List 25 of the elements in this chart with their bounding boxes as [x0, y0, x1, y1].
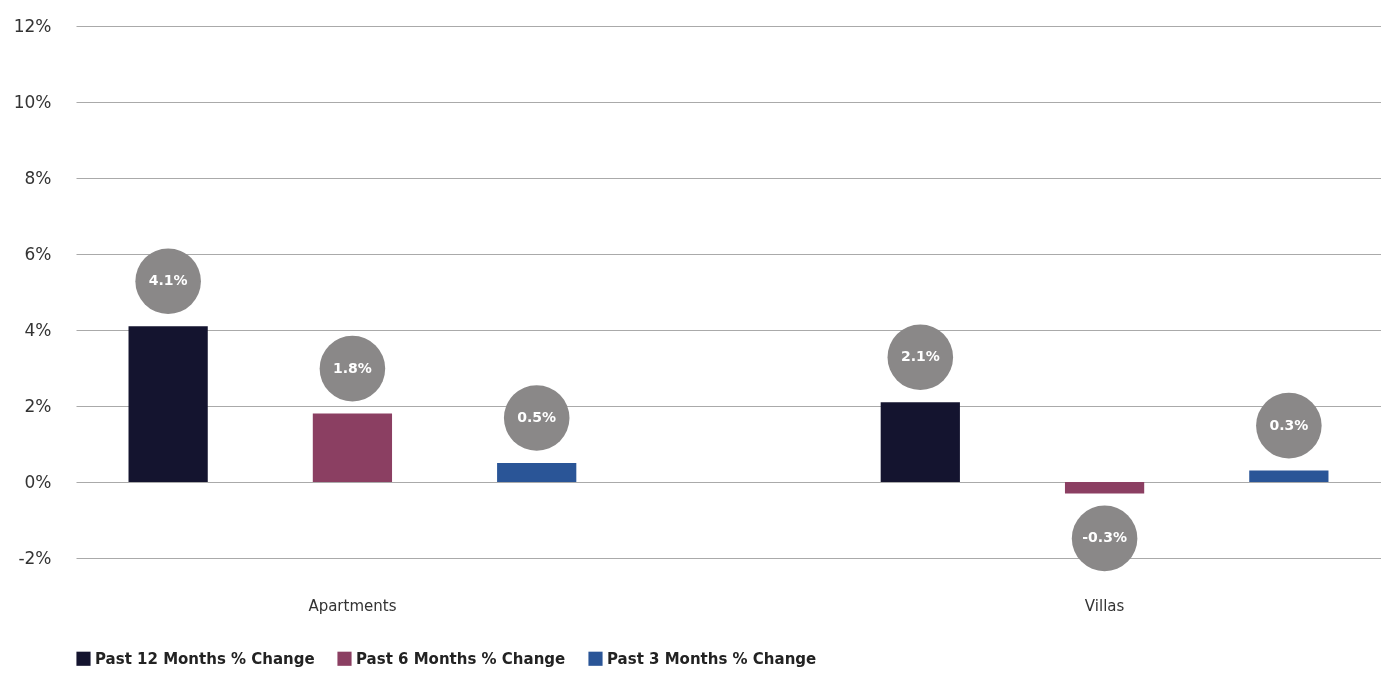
bar	[880, 402, 960, 482]
bar	[312, 413, 393, 482]
bar	[128, 326, 208, 482]
legend-label: Past 3 Months % Change	[607, 649, 817, 668]
data-label: 4.1%	[148, 272, 188, 289]
y-tick-label: 6%	[24, 243, 52, 264]
y-tick-label: 12%	[13, 15, 52, 36]
y-tick-label: -2%	[18, 547, 52, 568]
x-tick-label: Villas	[1084, 596, 1125, 615]
data-label: 1.8%	[333, 359, 372, 376]
data-label: 2.1%	[900, 348, 940, 365]
legend-label: Past 6 Months % Change	[356, 649, 566, 668]
data-label: -0.3%	[1082, 529, 1127, 546]
x-tick-label: Apartments	[308, 596, 397, 615]
y-tick-label: 0%	[24, 471, 52, 492]
bar	[1249, 470, 1329, 482]
y-tick-label: 8%	[24, 167, 52, 188]
y-tick-label: 4%	[24, 319, 52, 340]
data-label: 0.5%	[517, 409, 557, 425]
bar	[1064, 482, 1145, 494]
y-tick-label: 10%	[13, 91, 52, 112]
bar	[497, 463, 577, 482]
y-tick-label: 2%	[24, 395, 52, 416]
data-label: 0.3%	[1269, 416, 1309, 433]
legend-label: Past 12 Months % Change	[95, 649, 315, 668]
